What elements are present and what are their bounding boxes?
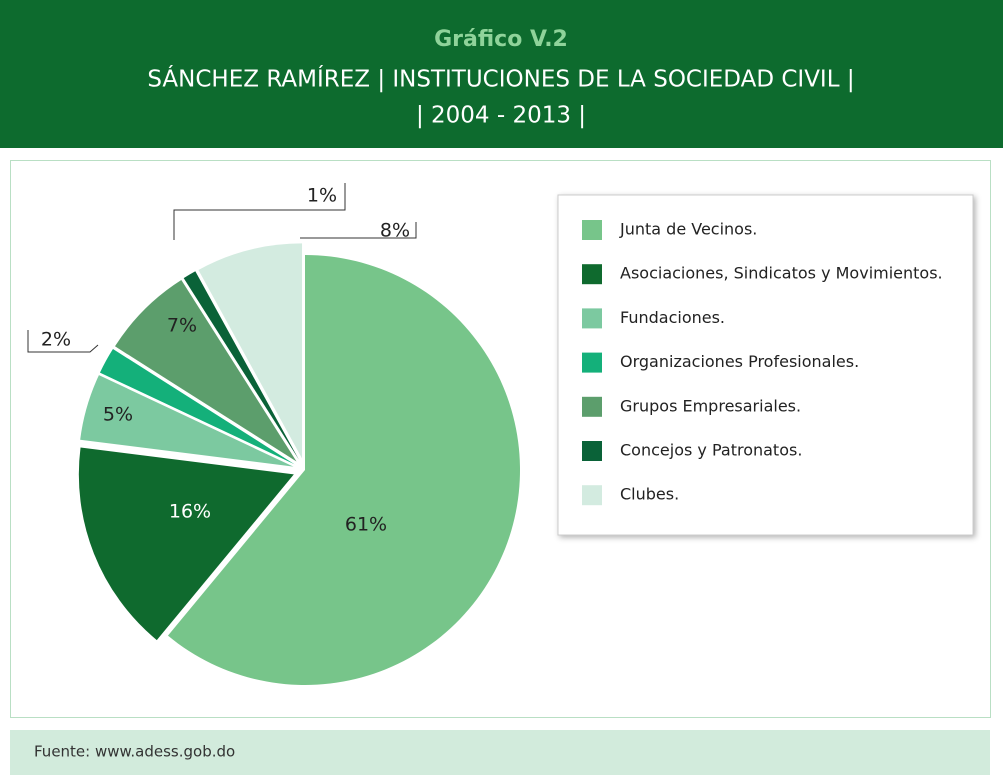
legend-label: Junta de Vecinos. xyxy=(619,220,757,239)
legend-label: Asociaciones, Sindicatos y Movimientos. xyxy=(620,264,943,283)
legend-swatch xyxy=(582,264,602,285)
legend-label: Grupos Empresariales. xyxy=(620,396,801,415)
data-label: 16% xyxy=(169,501,211,523)
legend-swatch xyxy=(582,220,602,240)
footer-band xyxy=(10,730,990,775)
source-note: Fuente: www.adess.gob.do xyxy=(34,743,235,761)
pie-slice xyxy=(78,447,294,641)
legend-swatch xyxy=(582,485,602,506)
pie-slice xyxy=(167,255,521,685)
data-label: 7% xyxy=(167,315,197,337)
header-band xyxy=(0,0,1003,148)
legend-swatch xyxy=(582,308,602,329)
data-label: 2% xyxy=(41,329,71,351)
legend-label: Concejos y Patronatos. xyxy=(620,441,802,460)
leader-line xyxy=(300,222,417,239)
chart-subtitle: SÁNCHEZ RAMÍREZ | INSTITUCIONES DE LA SO… xyxy=(147,65,854,93)
legend-label: Clubes. xyxy=(620,485,679,504)
chart-subtitle: | 2004 - 2013 | xyxy=(416,103,586,129)
legend-swatch xyxy=(582,396,602,417)
data-label: 5% xyxy=(103,404,133,426)
legend-box xyxy=(557,194,974,536)
pie-slice xyxy=(198,243,303,459)
chart-title: Gráfico V.2 xyxy=(434,27,568,52)
legend-swatch xyxy=(582,352,602,373)
data-label: 1% xyxy=(307,185,337,207)
pie-slice xyxy=(114,279,297,462)
legend-label: Organizaciones Profesionales. xyxy=(620,352,859,371)
data-label: 61% xyxy=(345,514,387,536)
leader-line xyxy=(27,330,99,353)
pie-slice xyxy=(80,375,294,467)
pie-slice xyxy=(183,271,299,460)
legend-swatch xyxy=(582,441,602,461)
legend-label: Fundaciones. xyxy=(620,308,725,327)
pie-slice xyxy=(99,349,295,465)
leader-line xyxy=(173,183,346,240)
data-label: 8% xyxy=(380,220,410,242)
